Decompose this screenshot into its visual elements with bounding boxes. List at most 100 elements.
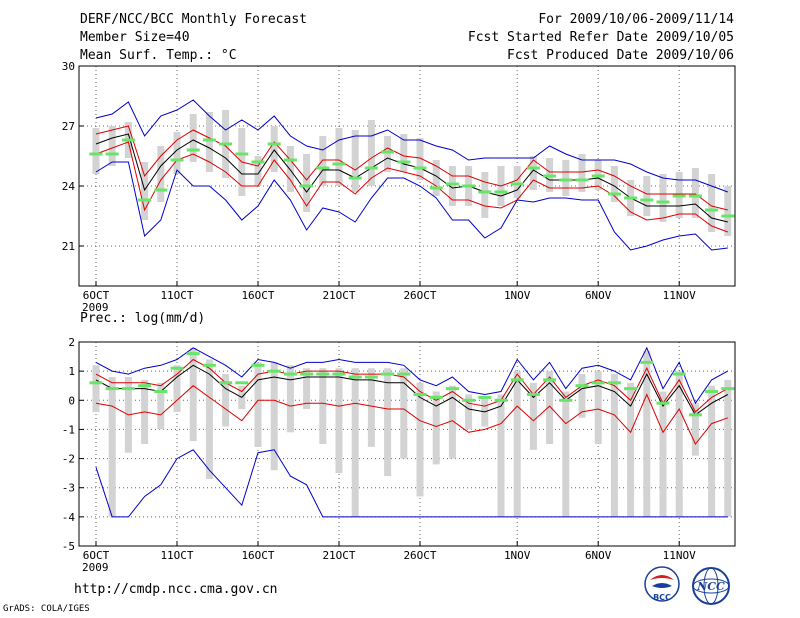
chart-title: DERF/NCC/BCC Monthly Forecast <box>80 12 307 27</box>
x-tick-label: 26OCT <box>403 549 436 562</box>
series-line-mean-std <box>95 385 728 445</box>
ensemble-spread-bar <box>546 371 554 444</box>
ensemble-spread-bar <box>173 132 181 174</box>
started-refer-date-label: Fcst Started Refer Date 2009/10/05 <box>467 30 734 45</box>
ensemble-spread-bar <box>335 128 343 186</box>
member-marker <box>348 375 362 379</box>
member-marker <box>688 194 702 198</box>
member-marker <box>267 142 281 146</box>
ensemble-spread-bar <box>189 347 197 442</box>
y-tick-label: -1 <box>62 423 75 436</box>
member-marker <box>462 184 476 188</box>
ensemble-spread-bar <box>416 382 424 497</box>
member-marker <box>219 142 233 146</box>
series-line-ensemble-max <box>95 346 729 405</box>
member-marker <box>283 372 297 376</box>
ensemble-spread-bar <box>400 134 408 172</box>
source-url-link[interactable]: http://cmdp.ncc.cma.gov.cn <box>74 582 278 597</box>
member-marker <box>672 372 686 376</box>
member-marker <box>316 372 330 376</box>
member-marker <box>429 395 443 399</box>
member-marker <box>300 372 314 376</box>
member-marker <box>543 174 557 178</box>
plot-frame <box>78 341 736 547</box>
ensemble-spread-bar <box>254 362 262 447</box>
ensemble-spread-bar <box>497 394 505 517</box>
ensemble-spread-bar <box>562 160 570 196</box>
member-marker <box>591 174 605 178</box>
ensemble-spread-bar <box>691 403 699 456</box>
x-tick-label: 6NOV <box>585 289 612 302</box>
ensemble-spread-bar <box>643 176 651 216</box>
ensemble-spread-bar <box>400 368 408 459</box>
ensemble-spread-bar <box>141 162 149 220</box>
member-marker <box>381 372 395 376</box>
ensemble-spread-bar <box>529 382 537 450</box>
x-tick-year-label: 2009 <box>82 561 109 574</box>
ensemble-spread-bar <box>529 156 537 190</box>
member-marker <box>121 387 135 391</box>
member-marker <box>607 192 621 196</box>
member-marker <box>575 384 589 388</box>
member-marker <box>494 190 508 194</box>
ensemble-spread-bar <box>270 362 278 471</box>
x-tick-label: 11OCT <box>160 289 193 302</box>
ensemble-spread-bar <box>92 128 100 174</box>
member-marker <box>510 182 524 186</box>
member-marker <box>251 363 265 367</box>
series-line-ensemble-min <box>95 161 728 251</box>
x-tick-label: 21OCT <box>322 289 355 302</box>
member-marker <box>332 162 346 166</box>
y-tick-label: 1 <box>68 365 75 378</box>
y-tick-label: 30 <box>62 60 75 73</box>
member-marker <box>575 178 589 182</box>
series-line-mean <box>95 133 728 223</box>
ensemble-spread-bar <box>189 114 197 162</box>
member-marker <box>510 378 524 382</box>
member-marker <box>267 369 281 373</box>
produced-date-label: Fcst Produced Date 2009/10/06 <box>507 48 734 63</box>
ensemble-spread-bar <box>708 174 716 232</box>
ensemble-spread-bar <box>448 385 456 459</box>
member-marker <box>543 378 557 382</box>
member-marker <box>705 390 719 394</box>
ensemble-spread-bar <box>173 365 181 412</box>
ensemble-spread-bar <box>351 368 359 517</box>
x-tick-label: 11NOV <box>663 289 696 302</box>
ensemble-spread-bar <box>157 146 165 202</box>
member-marker <box>138 384 152 388</box>
member-marker <box>721 387 735 391</box>
ensemble-spread-bar <box>108 376 116 517</box>
ensemble-spread-bar <box>627 382 635 517</box>
member-marker <box>332 372 346 376</box>
ensemble-spread-bar <box>594 371 602 444</box>
member-marker <box>170 366 184 370</box>
temp-variable-label: Mean Surf. Temp.: °C <box>80 48 237 63</box>
ensemble-spread-bar <box>205 359 213 479</box>
ensemble-spread-bar <box>578 374 586 418</box>
member-marker <box>526 166 540 170</box>
y-tick-label: 2 <box>68 336 75 349</box>
plot-frame <box>78 65 736 287</box>
ensemble-spread-bar <box>448 166 456 206</box>
member-marker <box>607 381 621 385</box>
member-marker <box>478 190 492 194</box>
series-line-ensemble-max <box>95 99 728 193</box>
ensemble-spread-bar <box>384 136 392 172</box>
member-marker <box>445 387 459 391</box>
ensemble-spread-bar <box>335 368 343 474</box>
ensemble-spread-bar <box>432 391 440 465</box>
ensemble-spread-bar <box>643 350 651 517</box>
ensemble-spread-bar <box>610 374 618 517</box>
ensemble-spread-bar <box>303 154 311 212</box>
member-marker <box>364 375 378 379</box>
ncc-logo: NCC <box>692 567 730 605</box>
x-tick-label: 16OCT <box>241 289 274 302</box>
ensemble-spread-bar <box>562 391 570 517</box>
member-marker <box>656 200 670 204</box>
ensemble-spread-bar <box>465 394 473 430</box>
member-marker <box>105 387 119 391</box>
ensemble-spread-bar <box>92 365 100 412</box>
